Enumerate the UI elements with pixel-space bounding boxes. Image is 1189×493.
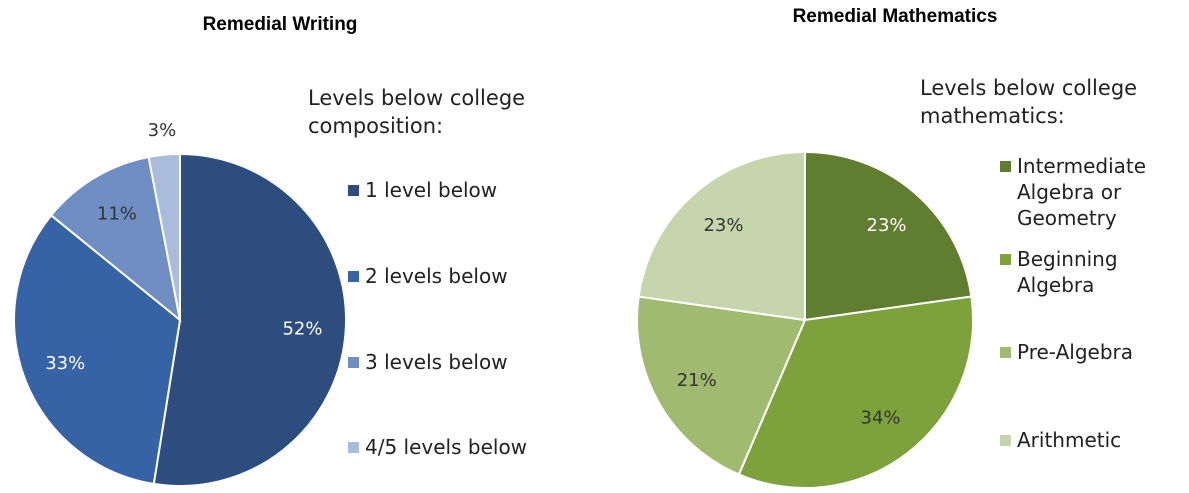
chart-title: Remedial Mathematics (792, 6, 998, 27)
legend-swatch (1000, 435, 1011, 446)
pie-slice (804, 150, 973, 322)
legend-swatch (348, 271, 359, 282)
data-label: 33% (45, 353, 85, 374)
pie-slice (49, 155, 182, 323)
legend-label: Pre-Algebra (1017, 340, 1133, 364)
legend-swatch (348, 442, 359, 453)
legend-label: 1 level below (365, 178, 498, 202)
legend-title: Levels below college composition: (308, 86, 526, 138)
data-label: 23% (867, 215, 907, 236)
pie-slice (737, 295, 974, 489)
legend-label: Intermediate Algebra or Geometry (1017, 154, 1147, 230)
pie-slice (13, 213, 182, 486)
data-label: 34% (861, 408, 901, 429)
legend-label: 3 levels below (365, 350, 508, 374)
legend-swatch (1000, 161, 1011, 172)
legend-label: Arithmetic (1017, 428, 1122, 452)
pie-slice (152, 152, 347, 487)
legend-label: 4/5 levels below (365, 435, 528, 459)
legend-swatch (1000, 347, 1011, 358)
pie-slice (636, 295, 807, 476)
pie-slice (637, 150, 806, 322)
legend-title: Levels below college mathematics: (920, 76, 1138, 128)
legend-label: Beginning Algebra (1017, 247, 1118, 297)
legend-swatch (348, 357, 359, 368)
data-label: 23% (703, 215, 743, 236)
data-label: 3% (148, 120, 177, 141)
legend-swatch (1000, 254, 1011, 265)
chart-title: Remedial Writing (202, 14, 358, 35)
legend-swatch (348, 185, 359, 196)
data-label: 11% (97, 204, 137, 225)
legend-label: 2 levels below (365, 264, 508, 288)
data-label: 52% (282, 319, 322, 340)
pie-slice (147, 152, 181, 321)
data-label: 21% (677, 370, 717, 391)
